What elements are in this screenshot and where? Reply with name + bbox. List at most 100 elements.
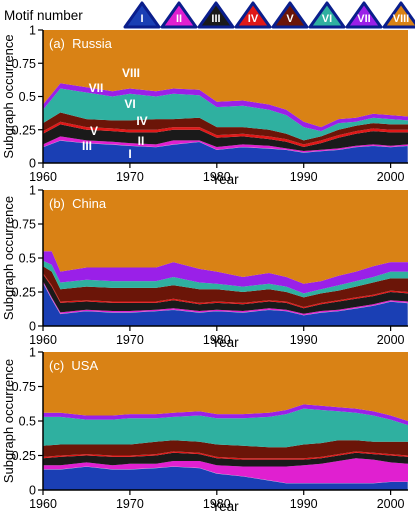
legend-label: IV — [248, 13, 259, 25]
y-tick-label: 0.75 — [12, 380, 36, 394]
series-area-VI — [43, 408, 408, 448]
area-stack — [43, 352, 408, 490]
x-tick-label: 2000 — [377, 497, 405, 511]
x-tick-label: 1960 — [29, 333, 57, 347]
x-tick-label: 1970 — [116, 497, 144, 511]
legend-triangle — [197, 1, 235, 29]
legend-triangle — [271, 1, 309, 29]
y-tick-label: 0.5 — [19, 415, 36, 429]
motif-annotation-II: II — [138, 134, 145, 148]
legend-motif-I: I — [123, 1, 161, 29]
series-area-V — [43, 266, 408, 307]
series-area-VIII — [43, 190, 408, 284]
series-area-II — [43, 458, 408, 484]
x-tick-label: 2000 — [377, 333, 405, 347]
area-stack — [43, 190, 408, 326]
x-tick-label: 1980 — [203, 497, 231, 511]
series-area-VIII — [43, 30, 408, 128]
series-area-IV — [43, 451, 408, 460]
legend-label: II — [176, 13, 182, 25]
series-area-V — [43, 112, 408, 145]
x-tick-label: 1990 — [290, 497, 318, 511]
y-tick-label: 1 — [29, 184, 36, 198]
motif-annotation-VII: VII — [89, 81, 104, 95]
legend-motif-VIII: VIII — [382, 1, 415, 29]
panel-china: 0 0.25 0.5 0.75 1 1960 1970 1980 1990 2000 Year Sub… — [1, 184, 408, 350]
y-axis-label: Subgraph occurrence — [1, 34, 16, 158]
series-area-VIII — [43, 352, 408, 421]
x-tick-label: 1970 — [116, 170, 144, 184]
y-tick-label: 0 — [29, 157, 36, 171]
legend-triangle — [234, 1, 272, 29]
motif-annotation-IV: IV — [136, 114, 147, 128]
series-area-III — [43, 274, 408, 314]
y-tick-label: 0.25 — [12, 123, 36, 137]
series-area-VII — [43, 251, 408, 294]
y-tick-label: 0.5 — [19, 252, 36, 266]
panel-title: (c) USA — [49, 358, 98, 373]
panel-russia: 0 0.25 0.5 0.75 1 1960 1970 1980 1990 2000 Year Sub… — [1, 24, 408, 187]
legend-triangle — [382, 1, 415, 29]
motif-annotation-V: V — [90, 124, 98, 138]
y-tick-label: 0 — [29, 320, 36, 334]
y-tick-label: 0.25 — [12, 286, 36, 300]
series-area-VII — [43, 404, 408, 426]
series-area-V — [43, 440, 408, 459]
area-stack — [43, 30, 408, 163]
x-tick-label: 1980 — [203, 170, 231, 184]
panel-usa: 0 0.25 0.5 0.75 1 1960 1970 1980 1990 2000 Year Sub… — [1, 346, 408, 512]
y-tick-label: 0 — [29, 484, 36, 498]
legend-label: III — [211, 13, 220, 25]
y-tick-label: 0.75 — [12, 57, 36, 71]
legend-triangle — [160, 1, 198, 29]
series-area-III — [43, 452, 408, 467]
legend-label: VI — [322, 13, 332, 25]
series-area-VI — [43, 260, 408, 298]
x-tick-label: 1990 — [290, 170, 318, 184]
y-tick-label: 1 — [29, 24, 36, 38]
x-axis-label: Year — [211, 172, 239, 187]
motif-annotation-VIII: VIII — [122, 66, 140, 80]
panel-title: (b) China — [49, 196, 107, 211]
y-axis-label: Subgraph occurrence — [1, 196, 16, 320]
x-tick-label: 1960 — [29, 497, 57, 511]
series-area-II — [43, 281, 408, 316]
legend-motif-III: III — [197, 1, 235, 29]
legend-triangle — [345, 1, 383, 29]
panel-title: (a) Russia — [49, 36, 113, 51]
series-area-VII — [43, 83, 408, 132]
legend-label: I — [140, 13, 143, 25]
series-area-II — [43, 136, 408, 153]
x-tick-label: 1980 — [203, 333, 231, 347]
legend-motif-VII: VII — [345, 1, 383, 29]
x-tick-label: 1990 — [290, 333, 318, 347]
x-tick-label: 2000 — [377, 170, 405, 184]
motif-annotation-I: I — [128, 147, 131, 161]
legend-label: VIII — [393, 13, 410, 25]
y-tick-label: 1 — [29, 346, 36, 360]
x-axis-label: Year — [211, 335, 239, 350]
legend-label: VII — [357, 13, 370, 25]
legend-motif-V: V — [271, 1, 309, 29]
y-tick-label: 0.75 — [12, 218, 36, 232]
legend-triangle — [123, 1, 161, 29]
x-tick-label: 1960 — [29, 170, 57, 184]
legend-motif-VI: VI — [308, 1, 346, 29]
motif-annotation-III: III — [82, 139, 92, 153]
series-area-I — [43, 466, 408, 490]
legend-title: Motif number — [4, 8, 83, 23]
x-tick-label: 1970 — [116, 333, 144, 347]
series-area-III — [43, 124, 408, 151]
motif-legend: I II III IV V VI VII VIII — [123, 1, 415, 29]
series-area-I — [43, 140, 408, 163]
series-area-VI — [43, 88, 408, 141]
motif-annotation-VI: VI — [124, 97, 135, 111]
legend-motif-IV: IV — [234, 1, 272, 29]
y-axis-label: Subgraph occurrence — [1, 359, 16, 483]
legend-triangle — [308, 1, 346, 29]
y-tick-label: 0.5 — [19, 90, 36, 104]
x-axis-label: Year — [211, 499, 239, 512]
legend-label: V — [286, 13, 294, 25]
y-tick-label: 0.25 — [12, 449, 36, 463]
